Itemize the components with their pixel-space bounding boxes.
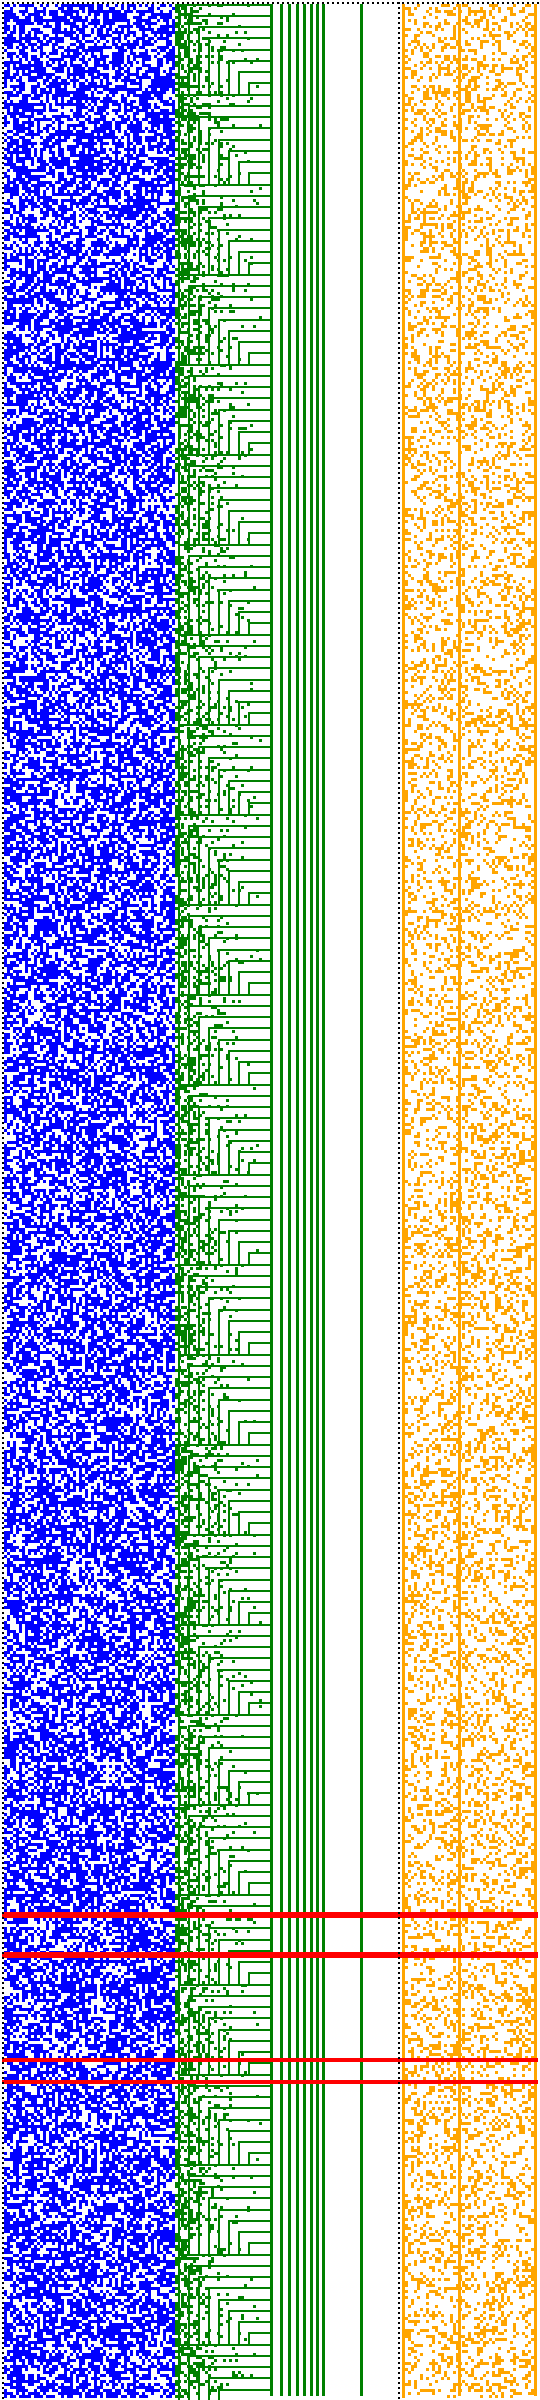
matrix-pattern-chart [0,0,540,2400]
